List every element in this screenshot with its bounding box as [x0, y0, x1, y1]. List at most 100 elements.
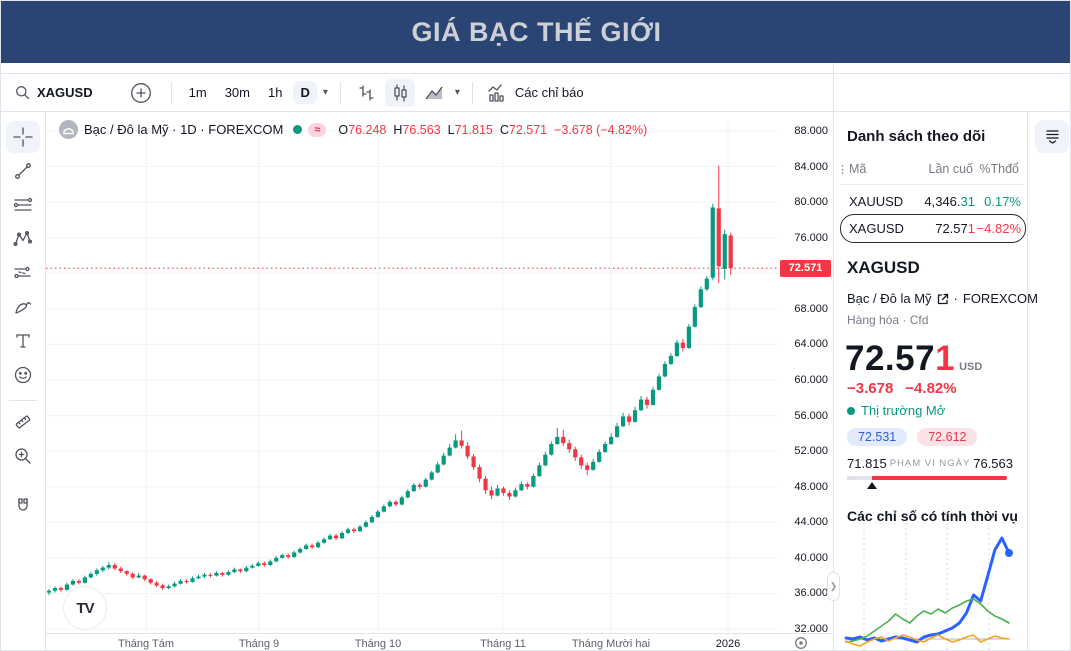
drawing-tools-rail: [1, 112, 46, 650]
interval-1m[interactable]: 1m: [188, 85, 207, 100]
ohlc-item: H76.563: [393, 122, 441, 137]
main-chart-pane[interactable]: Bạc / Đô la Mỹ · 1D · FOREXCOM ≈ O76.248…: [46, 112, 833, 650]
chart-legend: Bạc / Đô la Mỹ · 1D · FOREXCOM ≈ O76.248…: [59, 120, 647, 139]
time-tick: Tháng 9: [238, 638, 280, 650]
time-tick: 2026: [715, 638, 741, 650]
rail-divider: [9, 400, 37, 401]
seasonal-title: Các chỉ số có tính thời vụ: [847, 508, 1018, 524]
col-last[interactable]: Lần cuố: [928, 162, 973, 176]
sidebar-collapse-handle[interactable]: ❯: [827, 572, 840, 601]
time-tick: Tháng Tám: [117, 638, 175, 650]
ohlc-item: C72.571: [499, 122, 548, 137]
watchlist-row-XAGUSD[interactable]: XAGUSD 72.571 −4.82%: [840, 214, 1026, 243]
bid-ask: 72.531 72.612: [847, 428, 978, 446]
text-icon: [16, 334, 30, 348]
target-icon: [795, 637, 807, 649]
market-status-label: Thị trường Mở: [861, 403, 946, 418]
magnet-tool[interactable]: [6, 490, 40, 522]
watchlist-toggle-button[interactable]: [1035, 120, 1069, 153]
chart-type-area-button[interactable]: [419, 79, 449, 107]
emoji-icon: [14, 366, 32, 384]
xabcd-pattern-tool[interactable]: [6, 223, 40, 255]
price-tick: 60.000: [794, 374, 828, 386]
brush-tool[interactable]: [6, 291, 40, 323]
page-header: GIÁ BẠC THẾ GIỚI: [1, 1, 1070, 63]
current-price-tag: 72.571: [780, 259, 831, 277]
time-tick: Tháng Mười hai: [571, 638, 651, 650]
ohlc-item: O76.248: [338, 122, 387, 137]
sidebar-rail-divider: [1027, 112, 1028, 650]
indicators-label: Các chỉ báo: [514, 85, 584, 100]
price-tick: 52.000: [794, 445, 828, 458]
ruler-tool[interactable]: [6, 406, 40, 438]
interval-D[interactable]: D: [293, 81, 317, 104]
forexcom-logo: [59, 120, 78, 139]
day-range: 71.815 PHẠM VI NGÀY 76.563: [847, 456, 1013, 471]
tradingview-logo[interactable]: TV: [63, 586, 107, 630]
interval-30m[interactable]: 30m: [224, 85, 250, 100]
chart-toolbar: XAGUSD 1m 30m 1h D ▾ ▾ Các chỉ báo: [1, 73, 1070, 112]
seasonality-mini-chart: [844, 523, 1013, 650]
time-axis[interactable]: Tháng Tám Tháng 9 Tháng 10 Tháng 11 Tháng Mư…: [46, 633, 833, 650]
price-tick: 84.000: [794, 160, 828, 173]
toolbar-divider: [471, 81, 473, 104]
range-marker: [867, 482, 878, 489]
price-tick: 40.000: [794, 551, 828, 564]
bid-pill[interactable]: 72.531: [847, 428, 908, 446]
search-icon: [16, 86, 30, 100]
ohlc-values: O76.248 H76.563 L71.815 C72.571 −3.678 (−4.8…: [338, 123, 647, 137]
compare-add-icon: [130, 82, 151, 103]
trend-line-tool[interactable]: [6, 155, 40, 187]
horizontal-lines-tool[interactable]: [6, 189, 40, 221]
indicators-button[interactable]: Các chỉ báo: [481, 79, 590, 107]
change-abs: −3.678: [847, 380, 894, 397]
time-tick: Tháng 11: [480, 638, 526, 650]
market-open-dot: [847, 406, 855, 415]
magnet-icon: [18, 498, 28, 511]
zoom-in-tool[interactable]: [6, 440, 40, 472]
watchlist-row-XAUUSD[interactable]: XAUUSD 4,346.31 0.17%: [849, 194, 1021, 209]
watchlist-rows: XAUUSD 4,346.31 0.17% XAGUSD 72.571 −4.82%: [840, 188, 1026, 243]
col-change[interactable]: %Thđổ: [979, 162, 1019, 176]
price-tick: 88.000: [794, 125, 828, 137]
external-link-icon[interactable]: [937, 293, 949, 305]
chart-type-bars-button[interactable]: [351, 79, 381, 107]
range-bar: [847, 476, 1007, 480]
trend-line-icon: [15, 163, 31, 179]
market-status: Thị trường Mở: [847, 403, 945, 418]
col-symbol[interactable]: Mã: [849, 162, 867, 176]
symbol-exchange: FOREXCOM: [962, 291, 1038, 306]
axis-settings-button[interactable]: [794, 636, 808, 650]
symbol-price: 72.571 USD: [845, 339, 982, 379]
panel-divider: [833, 63, 834, 650]
symbol-description: Bạc / Đô la Mỹ · FOREXCOM: [847, 291, 1038, 306]
symbol-description-text: Bạc / Đô la Mỹ: [847, 291, 932, 306]
range-label: PHẠM VI NGÀY: [889, 458, 971, 469]
compare-add-button[interactable]: [129, 81, 153, 105]
emoji-tool[interactable]: [6, 359, 40, 391]
interval-1h[interactable]: 1h: [267, 85, 283, 100]
interval-chevron-down-icon[interactable]: ▾: [322, 87, 328, 98]
forecast-tool[interactable]: [6, 257, 40, 289]
sidebar: Danh sách theo dõi ⋮ Mã Lần cuố %Thđổ XA…: [837, 112, 1038, 650]
approx-data-badge: ≈: [308, 122, 327, 137]
forecast-icon: [14, 266, 31, 279]
chart-type-candles-button[interactable]: [384, 78, 415, 107]
price-tick: 44.000: [794, 516, 828, 529]
price-tick: 76.000: [794, 231, 828, 244]
ask-pill[interactable]: 72.612: [917, 428, 978, 446]
drag-handle-icon[interactable]: ⋮: [837, 164, 848, 176]
candles-chart-type-icon: [394, 83, 407, 102]
crosshair-icon: [13, 127, 33, 147]
bars-chart-type-icon: [359, 84, 374, 101]
market-status-dot: [293, 125, 303, 134]
price-tick: 80.000: [794, 196, 828, 209]
price-main: 72.57: [845, 339, 936, 378]
page-title: GIÁ BẠC THẾ GIỚI: [411, 16, 662, 47]
symbol-search[interactable]: XAGUSD: [1, 81, 103, 104]
text-tool[interactable]: [6, 325, 40, 357]
chart-type-chevron-down-icon[interactable]: ▾: [454, 87, 460, 98]
crosshair-tool[interactable]: [6, 121, 40, 153]
change-pct: −4.82%: [905, 380, 957, 397]
